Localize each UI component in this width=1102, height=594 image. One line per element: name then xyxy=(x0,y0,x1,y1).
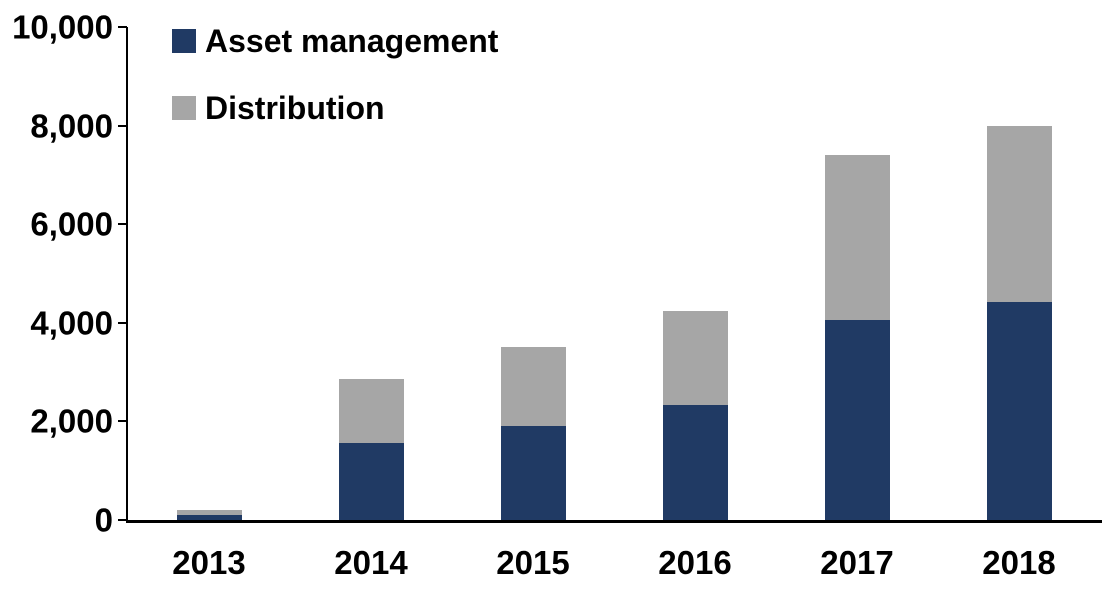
bar-segment-distribution xyxy=(662,310,728,406)
bar-segment-asset-management xyxy=(662,405,728,520)
x-axis-label: 2018 xyxy=(982,544,1056,581)
x-axis-line xyxy=(126,520,1102,523)
x-axis-label: 2016 xyxy=(658,544,732,581)
distribution-swatch-icon xyxy=(172,96,196,120)
y-axis-tick xyxy=(118,223,127,226)
bar-segment-distribution xyxy=(824,155,890,320)
bar-stack xyxy=(338,27,404,520)
legend: Asset management Distribution xyxy=(172,25,498,124)
bar-group-2015: 2015 xyxy=(452,27,614,579)
bar-group-2016: 2016 xyxy=(614,27,776,579)
bar-segment-distribution xyxy=(338,378,404,444)
x-axis-label: 2013 xyxy=(172,544,246,581)
bar-stack xyxy=(500,27,566,520)
bar-segment-distribution xyxy=(176,510,242,516)
bar-segment-asset-management xyxy=(338,443,404,520)
y-axis-tick xyxy=(118,26,127,28)
bar-segment-asset-management xyxy=(500,426,566,520)
y-axis-tick xyxy=(118,519,127,521)
bar-group-2014: 2014 xyxy=(290,27,452,579)
bar-segment-asset-management xyxy=(824,319,890,520)
bar-segment-asset-management xyxy=(176,515,242,520)
legend-label: Distribution xyxy=(205,90,385,126)
legend-item-asset-management: Asset management xyxy=(172,25,498,57)
bar-segment-asset-management xyxy=(986,301,1052,520)
x-axis-label: 2017 xyxy=(820,544,894,581)
bar-segment-distribution xyxy=(986,125,1052,302)
plot-area: 0 2,000 4,000 6,000 8,000 10,000 2013 2014 2015… xyxy=(12,11,1102,579)
legend-item-distribution: Distribution xyxy=(172,92,498,124)
bar-stack xyxy=(824,27,890,520)
y-axis-label: 10,000 xyxy=(12,8,113,46)
bar-group-2017: 2017 xyxy=(776,27,938,579)
y-axis-tick xyxy=(118,420,127,423)
legend-label: Asset management xyxy=(205,23,499,59)
asset-management-swatch-icon xyxy=(172,29,196,53)
bar-stack xyxy=(176,27,242,520)
x-axis-label: 2015 xyxy=(496,544,570,581)
y-axis-label: 4,000 xyxy=(30,304,113,342)
y-axis-tick xyxy=(118,124,127,127)
y-axis-tick xyxy=(118,321,127,324)
bar-segment-distribution xyxy=(500,347,566,427)
bar-group-2013: 2013 xyxy=(128,27,290,579)
y-axis-label: 6,000 xyxy=(30,205,113,243)
y-axis-label: 2,000 xyxy=(30,402,113,440)
bar-stack xyxy=(986,27,1052,520)
bar-group-2018: 2018 xyxy=(938,27,1100,579)
bars: 2013 2014 2015 2016 2017 2018 xyxy=(128,27,1100,579)
y-axis-label: 8,000 xyxy=(30,107,113,145)
bar-stack xyxy=(662,27,728,520)
y-axis-label: 0 xyxy=(94,501,113,539)
x-axis-label: 2014 xyxy=(334,544,408,581)
